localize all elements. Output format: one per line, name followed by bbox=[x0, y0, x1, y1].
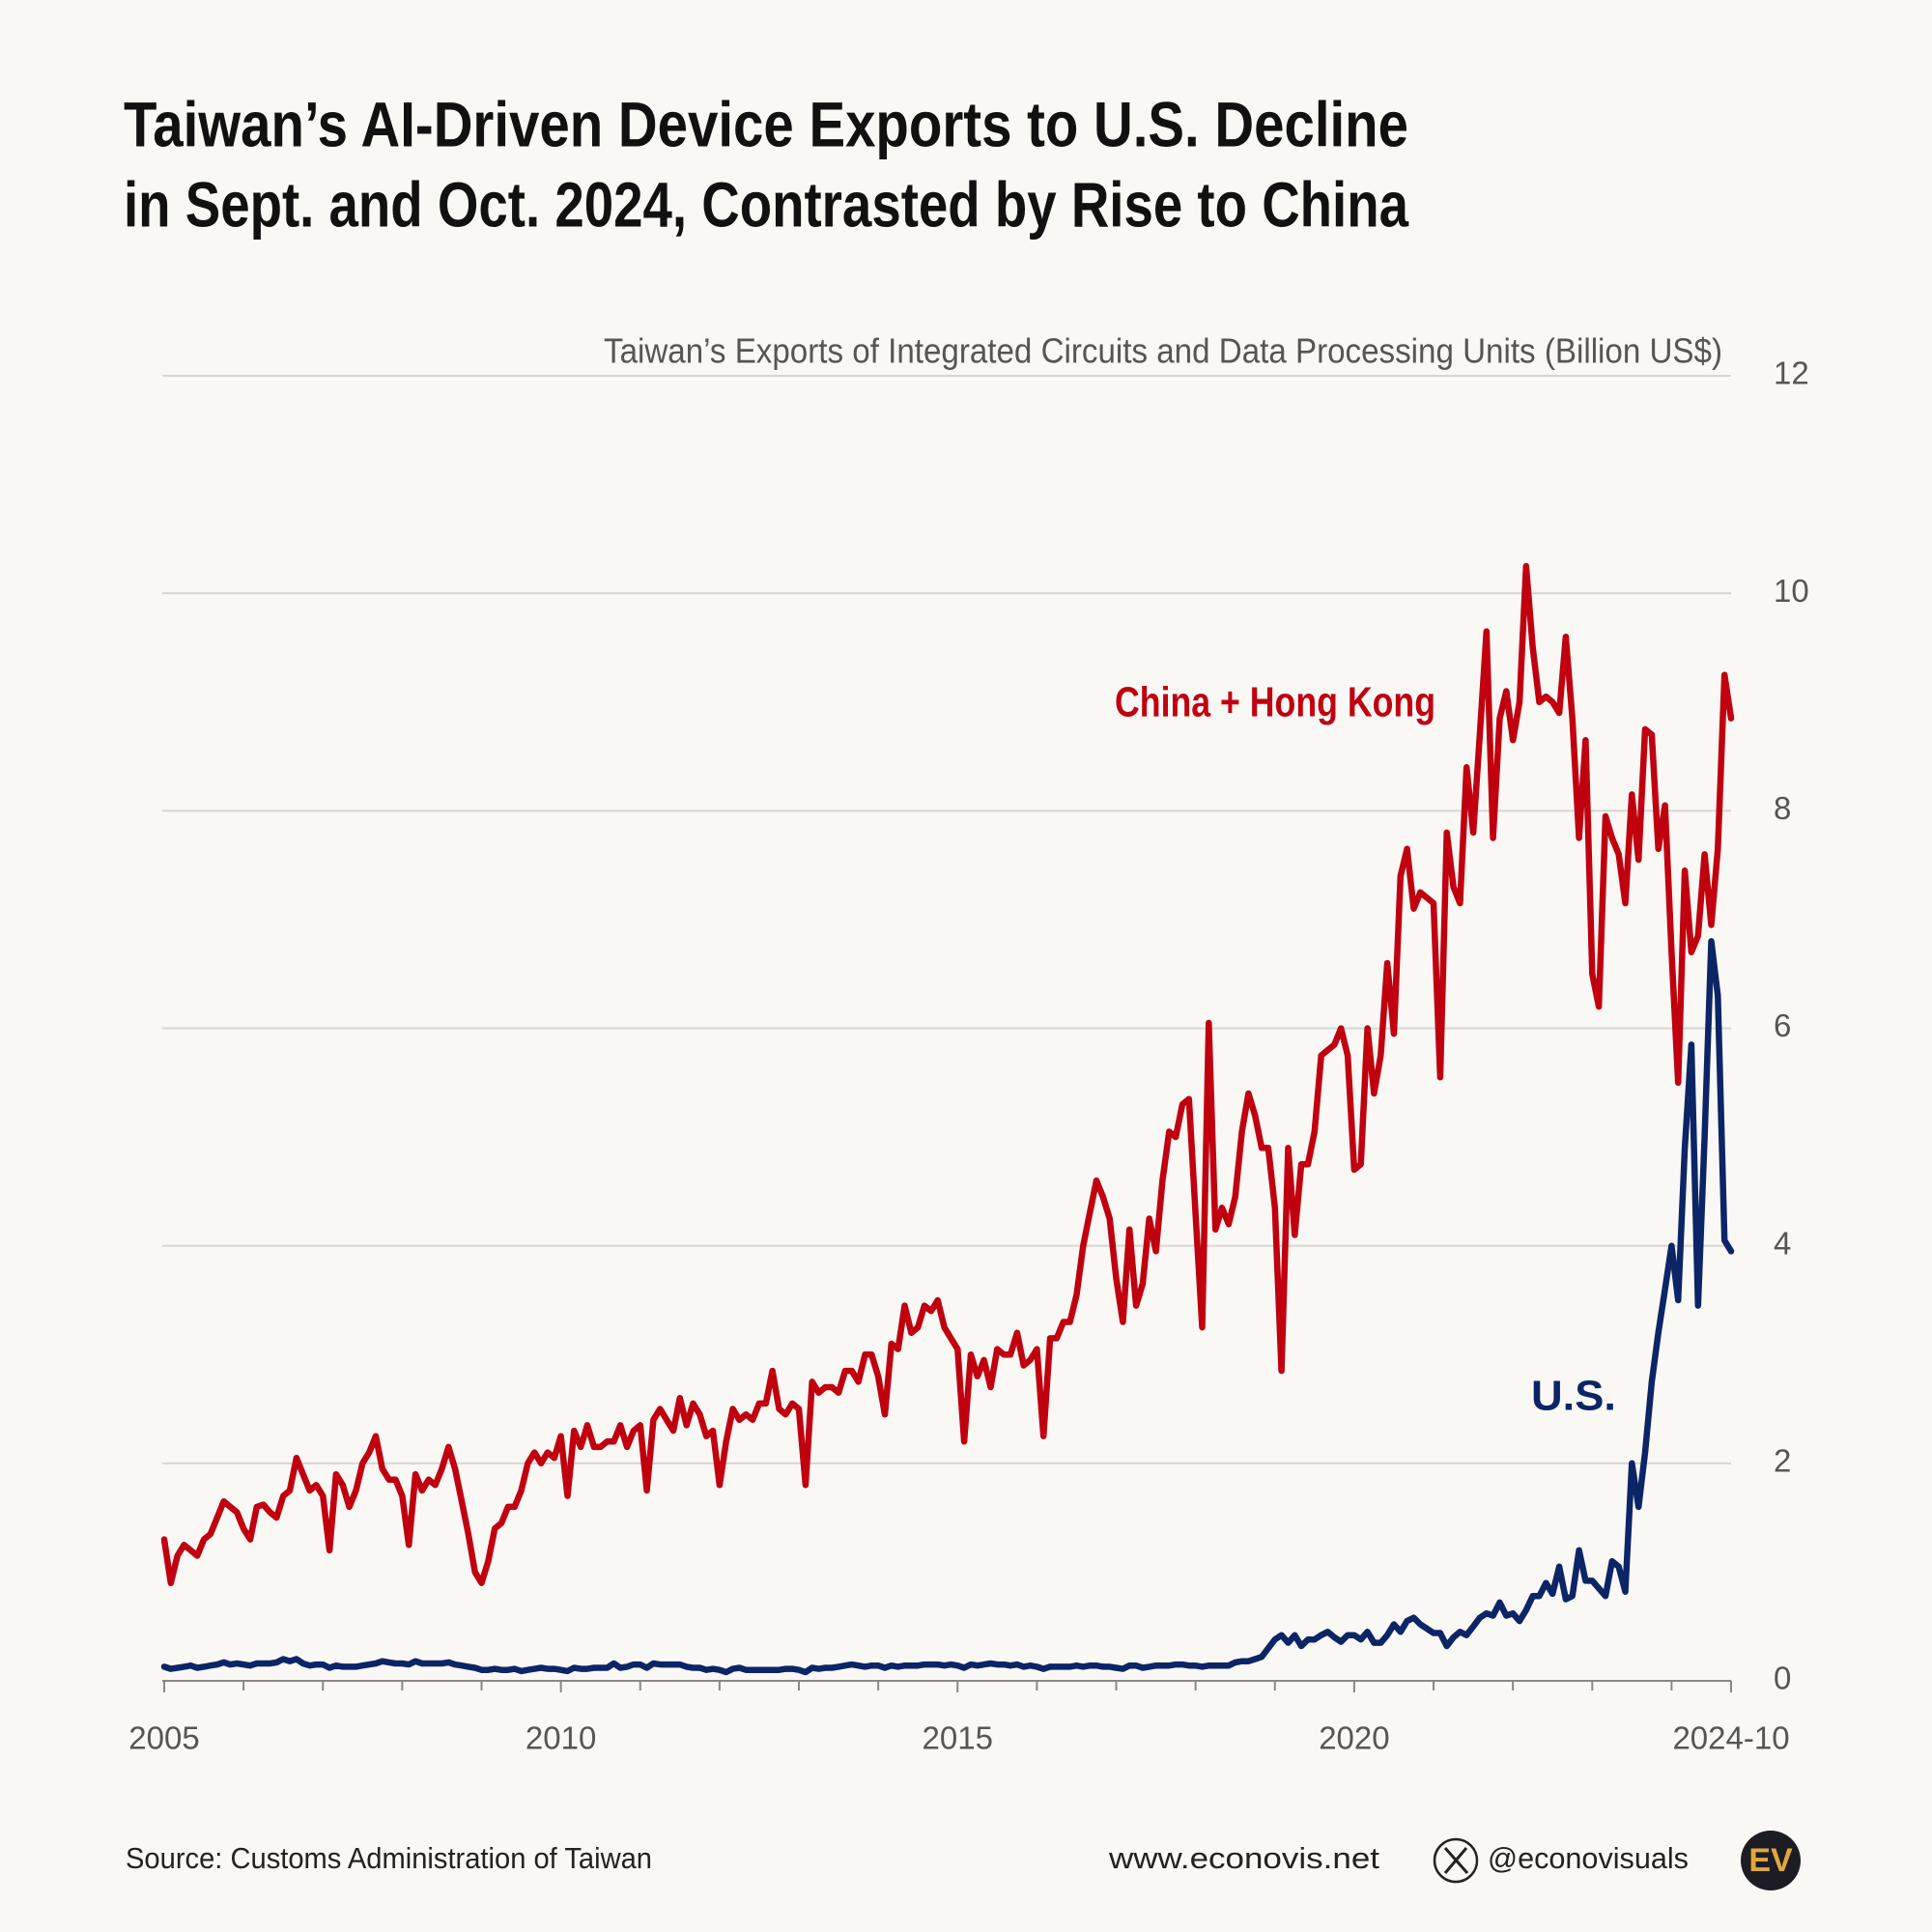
y-tick-label: 4 bbox=[1774, 1225, 1791, 1261]
x-tick-label: 2020 bbox=[1319, 1720, 1389, 1756]
chart-title: Taiwan’s AI-Driven Device Exports to U.S… bbox=[124, 88, 1408, 159]
axis-label: Taiwan’s Exports of Integrated Circuits … bbox=[604, 331, 1722, 371]
logo bbox=[1741, 1831, 1801, 1890]
line bbox=[160, 562, 1735, 1586]
x-tick-label: 2024-10 bbox=[1672, 1720, 1789, 1756]
social-handle: @econovisuals bbox=[1488, 1841, 1689, 1875]
x-tick-label: 2010 bbox=[526, 1720, 596, 1756]
y-tick-label: 6 bbox=[1774, 1008, 1791, 1043]
line bbox=[160, 938, 1735, 1676]
y-tick-label: 10 bbox=[1774, 573, 1809, 609]
y-tick-label: 8 bbox=[1774, 790, 1791, 826]
x-tick-label: 2015 bbox=[923, 1720, 993, 1756]
y-tick-label: 0 bbox=[1774, 1661, 1791, 1696]
logo-text: EV bbox=[1748, 1842, 1793, 1879]
y-tick-label: 12 bbox=[1774, 355, 1809, 391]
source: Source: Customs Administration of Taiwan bbox=[126, 1841, 652, 1875]
x-icon bbox=[1433, 1837, 1479, 1884]
website: www.econovis.net bbox=[1108, 1841, 1380, 1875]
y-tick-label: 2 bbox=[1774, 1443, 1791, 1479]
series-label: U.S. bbox=[1531, 1373, 1616, 1420]
series-label: China + Hong Kong bbox=[1115, 679, 1435, 726]
x-tick-label: 2005 bbox=[128, 1720, 199, 1756]
chart-title: in Sept. and Oct. 2024, Contrasted by Ri… bbox=[124, 168, 1409, 240]
plot: 0 2 4 6 8 10 12 2005 2010 2015 2020 2024-10 China + … bbox=[128, 355, 1808, 1756]
